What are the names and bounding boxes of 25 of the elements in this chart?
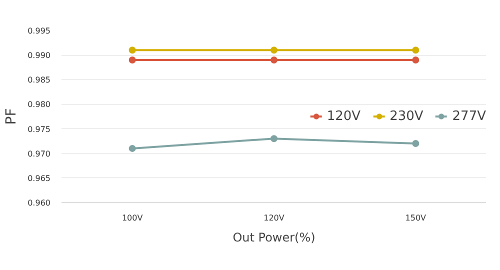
point (412, 46, 420, 54)
legend-label: 120V (326, 108, 361, 124)
y-tick-label: 0.975 (28, 124, 51, 134)
point (412, 140, 420, 148)
y-tick-label: 0.960 (28, 198, 51, 208)
point (128, 56, 136, 64)
point (270, 46, 278, 54)
y-tick-label: 0.965 (28, 174, 51, 183)
legend-label: 277V (452, 108, 486, 124)
point (128, 144, 136, 152)
y-tick-label: 0.995 (28, 26, 51, 36)
legend-label: 230V (390, 108, 424, 124)
point (128, 46, 136, 54)
y-tick-label: 0.985 (28, 76, 51, 85)
point (412, 56, 420, 64)
x-axis-title: Out Power(%) (232, 230, 316, 244)
y-tick-label: 0.970 (28, 149, 51, 158)
point (270, 56, 278, 64)
x-tick-label: 120V (264, 214, 285, 222)
x-tick-label: 100V (122, 214, 144, 222)
point (270, 135, 278, 142)
y-tick-label: 0.980 (28, 100, 51, 110)
y-tick-label: 0.990 (28, 51, 51, 60)
y-axis-title: PF (4, 108, 20, 125)
x-tick-label: 150V (405, 214, 427, 222)
